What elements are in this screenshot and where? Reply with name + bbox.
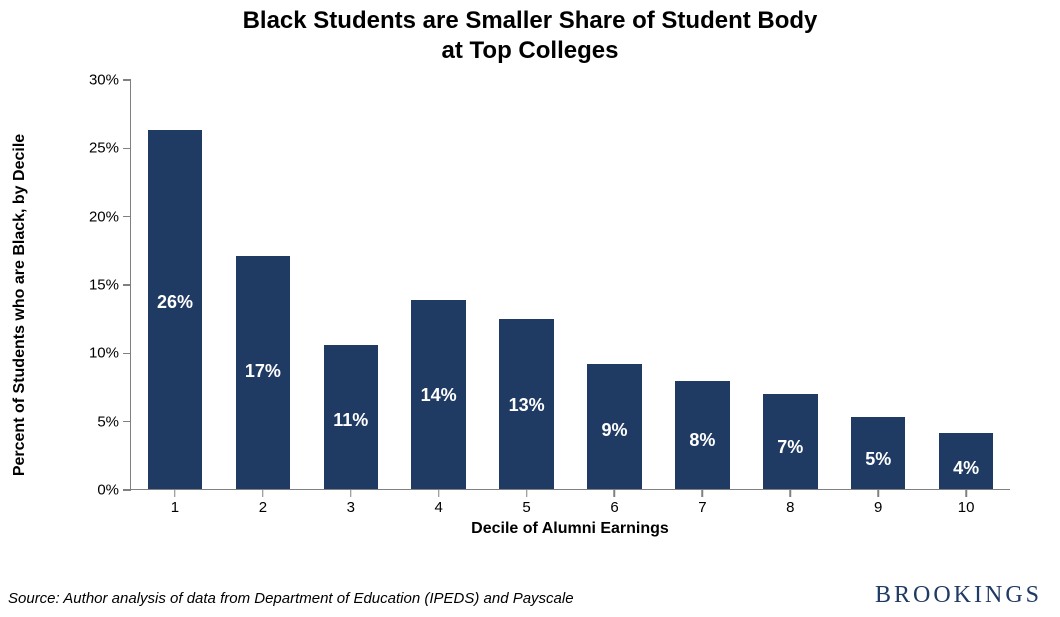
- plot-area: 26%117%211%314%413%59%68%77%85%94%10 0%5…: [130, 80, 1010, 490]
- y-tick-label: 0%: [97, 482, 131, 499]
- y-tick-label: 20%: [89, 208, 131, 225]
- x-tick-label: 2: [259, 489, 267, 516]
- bar-value-label: 4%: [953, 458, 979, 479]
- x-tick-label: 6: [610, 489, 618, 516]
- y-tick-label: 15%: [89, 277, 131, 294]
- bar: 4%: [939, 433, 994, 489]
- bar-slot: 17%2: [219, 80, 307, 489]
- bar-value-label: 7%: [777, 437, 803, 458]
- bar: 8%: [675, 381, 730, 489]
- chart-title: Black Students are Smaller Share of Stud…: [0, 0, 1060, 66]
- x-tick-label: 9: [874, 489, 882, 516]
- bar: 13%: [499, 319, 554, 489]
- bar: 5%: [851, 417, 906, 489]
- bar-slot: 4%10: [922, 80, 1010, 489]
- bar-slot: 14%4: [395, 80, 483, 489]
- bar: 11%: [324, 345, 379, 490]
- bar-slot: 5%9: [834, 80, 922, 489]
- bar: 9%: [587, 364, 642, 489]
- x-tick-label: 10: [958, 489, 975, 516]
- bar-slot: 26%1: [131, 80, 219, 489]
- bar: 14%: [411, 300, 466, 490]
- bar-value-label: 13%: [509, 395, 545, 416]
- bars-container: 26%117%211%314%413%59%68%77%85%94%10: [131, 80, 1010, 489]
- y-tick-label: 10%: [89, 345, 131, 362]
- bar: 26%: [148, 130, 203, 489]
- x-tick-label: 8: [786, 489, 794, 516]
- bar-value-label: 8%: [689, 430, 715, 451]
- y-tick-label: 30%: [89, 72, 131, 89]
- bar-slot: 7%8: [746, 80, 834, 489]
- bar-value-label: 9%: [601, 420, 627, 441]
- bar-slot: 8%7: [658, 80, 746, 489]
- bar-value-label: 17%: [245, 361, 281, 382]
- source-citation: Source: Author analysis of data from Dep…: [8, 590, 574, 607]
- y-tick-label: 25%: [89, 140, 131, 157]
- bar-value-label: 14%: [421, 385, 457, 406]
- brookings-logo: BROOKINGS: [875, 582, 1042, 609]
- y-tick-label: 5%: [97, 413, 131, 430]
- chart-area: Percent of Students who are Black, by De…: [70, 80, 1030, 530]
- bar-slot: 11%3: [307, 80, 395, 489]
- x-tick-label: 3: [347, 489, 355, 516]
- bar-value-label: 11%: [333, 410, 368, 431]
- x-axis-label: Decile of Alumni Earnings: [130, 520, 1010, 538]
- chart-title-line2: at Top Colleges: [0, 36, 1060, 66]
- x-tick-label: 7: [698, 489, 706, 516]
- bar: 7%: [763, 394, 818, 489]
- x-tick-label: 1: [171, 489, 179, 516]
- x-tick-label: 5: [522, 489, 530, 516]
- bar-slot: 9%6: [571, 80, 659, 489]
- bar-value-label: 5%: [865, 449, 891, 470]
- y-axis-label: Percent of Students who are Black, by De…: [11, 134, 29, 476]
- bar-slot: 13%5: [483, 80, 571, 489]
- bar: 17%: [236, 256, 291, 489]
- bar-value-label: 26%: [157, 292, 193, 313]
- chart-title-line1: Black Students are Smaller Share of Stud…: [0, 6, 1060, 36]
- x-tick-label: 4: [435, 489, 443, 516]
